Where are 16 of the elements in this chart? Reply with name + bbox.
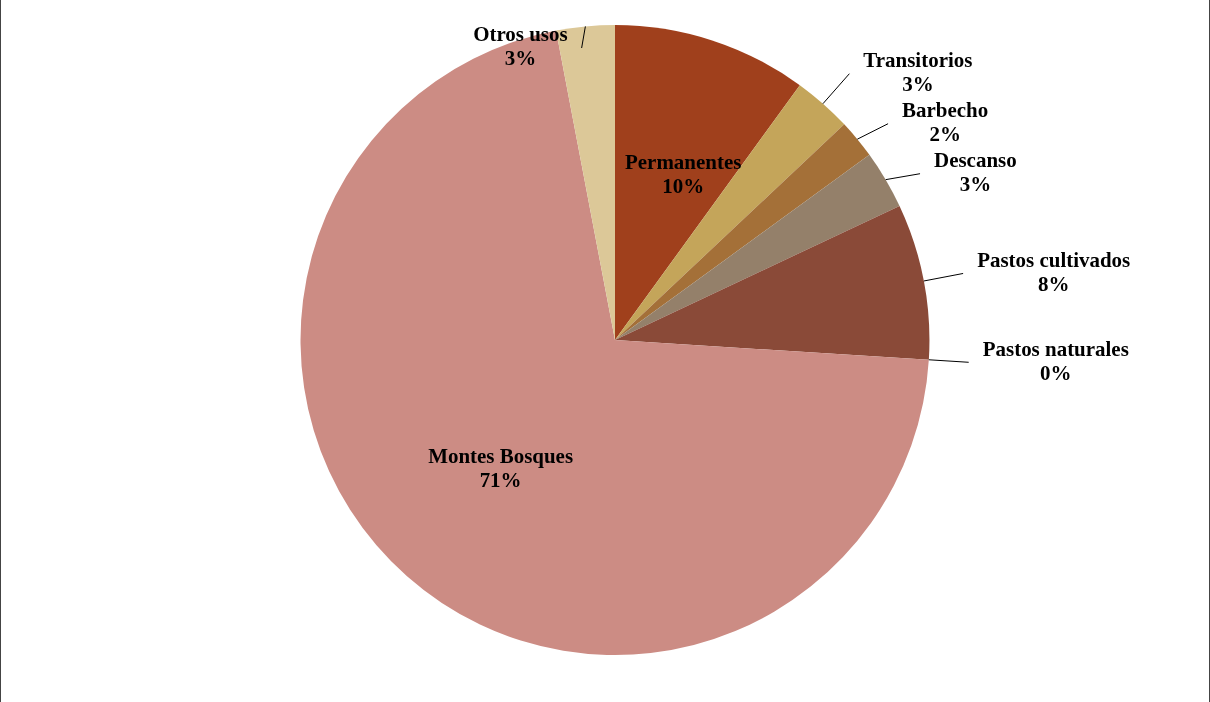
data-label: 2%: [929, 122, 961, 147]
data-label: 71%: [479, 468, 522, 493]
slice-label: Otros usos: [473, 22, 568, 47]
slice-label: Montes Bosques: [428, 444, 574, 469]
text: 0%: [1040, 360, 1072, 385]
legend-label: Pastos naturales: [982, 336, 1129, 361]
slice-label: Descanso: [934, 148, 1017, 173]
data-label: 3%: [959, 172, 992, 197]
slice-label: Permanentes: [625, 149, 742, 174]
data-label: 3%: [504, 46, 537, 71]
slice-label: Barbecho: [902, 98, 989, 123]
data-label: 8%: [1037, 271, 1070, 296]
data-label: 3%: [902, 72, 934, 97]
slice-label: Pastos cultivados: [977, 247, 1131, 272]
data-label: 10%: [662, 173, 705, 198]
slice-label: Transitorios: [863, 48, 973, 73]
